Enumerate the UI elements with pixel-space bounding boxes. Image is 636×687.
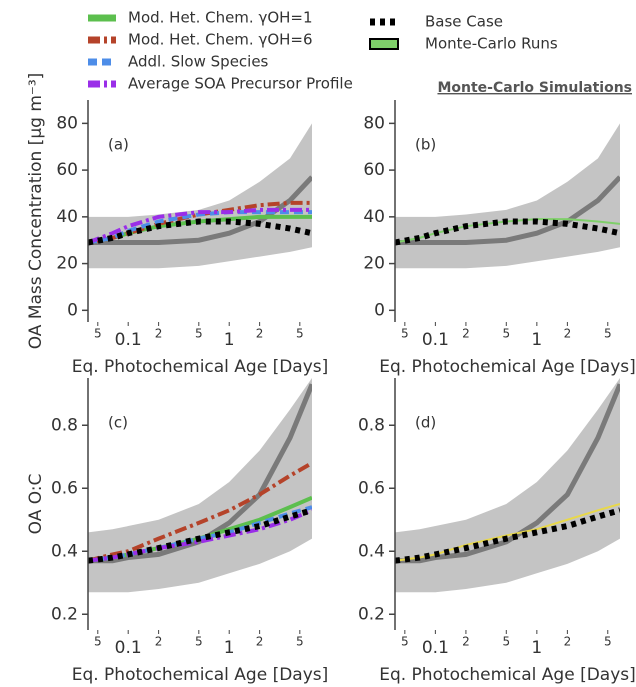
x-tick-label: 5 xyxy=(195,327,203,341)
legend-label: Addl. Slow Species xyxy=(128,53,269,71)
legend-label: Average SOA Precursor Profile xyxy=(128,75,353,93)
y-tick-label: 0.6 xyxy=(51,478,78,498)
plot xyxy=(395,378,620,593)
x-tick-label: 0.1 xyxy=(115,638,142,658)
series-line xyxy=(395,218,620,246)
y-tick-label: 80 xyxy=(363,113,385,133)
x-tick-label: 1 xyxy=(531,638,542,658)
x-tick-label: 0.1 xyxy=(422,638,449,658)
x-tick-label: 2 xyxy=(256,327,264,341)
panel-label: (a) xyxy=(108,136,129,154)
legend-label: Mod. Het. Chem. γOH=1 xyxy=(128,9,313,27)
y-tick-label: 0.4 xyxy=(358,541,385,561)
legend-swatch xyxy=(369,38,399,50)
panel-label: (b) xyxy=(415,136,436,154)
band xyxy=(395,378,620,593)
y-tick-label: 0 xyxy=(374,300,385,320)
x-tick-label: 0.1 xyxy=(422,330,449,350)
legend-label: Monte-Carlo Runs xyxy=(425,35,558,53)
series-line xyxy=(88,507,312,564)
y-tick-label: 60 xyxy=(363,160,385,180)
y-tick-label: 80 xyxy=(56,113,78,133)
y-axis-label: OA O:C xyxy=(26,474,46,535)
x-tick-label: 2 xyxy=(564,327,572,341)
series-line xyxy=(88,218,312,246)
legend-label: Base Case xyxy=(425,13,503,31)
panel-label: (c) xyxy=(108,414,128,432)
median-line xyxy=(88,383,312,564)
x-tick-label: 5 xyxy=(401,635,409,649)
x-axis-label: Eq. Photochemical Age [Days] xyxy=(72,357,329,377)
y-tick-label: 60 xyxy=(56,160,78,180)
x-tick-label: 0.1 xyxy=(115,330,142,350)
plot xyxy=(395,123,620,269)
y-tick-label: 0.4 xyxy=(51,541,78,561)
x-axis-label: Eq. Photochemical Age [Days] xyxy=(72,665,329,685)
y-tick-label: 0.6 xyxy=(358,478,385,498)
band xyxy=(395,123,620,269)
y-tick-label: 0 xyxy=(67,300,78,320)
y-tick-label: 40 xyxy=(56,207,78,227)
series-line xyxy=(88,207,312,245)
x-tick-label: 5 xyxy=(502,327,510,341)
series-line xyxy=(395,507,620,564)
panel-title: Monte-Carlo Simulations xyxy=(437,80,632,96)
x-tick-label: 2 xyxy=(462,635,470,649)
x-axis-label: Eq. Photochemical Age [Days] xyxy=(379,357,636,377)
x-tick-label: 1 xyxy=(224,638,235,658)
median-line xyxy=(395,175,620,246)
band xyxy=(88,123,312,269)
x-tick-label: 2 xyxy=(564,635,572,649)
plot xyxy=(88,378,312,593)
y-tick-label: 0.2 xyxy=(51,604,78,624)
y-axis-label: OA Mass Concentration [μg m⁻³] xyxy=(26,73,46,350)
x-tick-label: 1 xyxy=(224,330,235,350)
x-tick-label: 5 xyxy=(502,635,510,649)
x-tick-label: 5 xyxy=(94,635,102,649)
x-tick-label: 2 xyxy=(256,635,264,649)
x-tick-label: 5 xyxy=(195,635,203,649)
x-tick-label: 5 xyxy=(94,327,102,341)
x-tick-label: 5 xyxy=(604,327,612,341)
x-tick-label: 1 xyxy=(531,330,542,350)
y-tick-label: 20 xyxy=(363,254,385,274)
y-tick-label: 0.2 xyxy=(358,604,385,624)
median-line xyxy=(88,175,312,246)
x-tick-label: 5 xyxy=(296,635,304,649)
x-tick-label: 2 xyxy=(462,327,470,341)
x-tick-label: 5 xyxy=(604,635,612,649)
panel-label: (d) xyxy=(415,414,436,432)
band xyxy=(88,378,312,593)
legend-label: Mod. Het. Chem. γOH=6 xyxy=(128,31,313,49)
series-line xyxy=(88,461,312,563)
y-tick-label: 0.8 xyxy=(358,415,385,435)
x-tick-label: 5 xyxy=(296,327,304,341)
y-tick-label: 40 xyxy=(363,207,385,227)
y-tick-label: 0.8 xyxy=(51,415,78,435)
x-tick-label: 5 xyxy=(401,327,409,341)
y-tick-label: 20 xyxy=(56,254,78,274)
x-tick-label: 2 xyxy=(155,327,163,341)
x-axis-label: Eq. Photochemical Age [Days] xyxy=(379,665,636,685)
plot xyxy=(88,123,312,269)
median-line xyxy=(395,383,620,564)
x-tick-label: 2 xyxy=(155,635,163,649)
